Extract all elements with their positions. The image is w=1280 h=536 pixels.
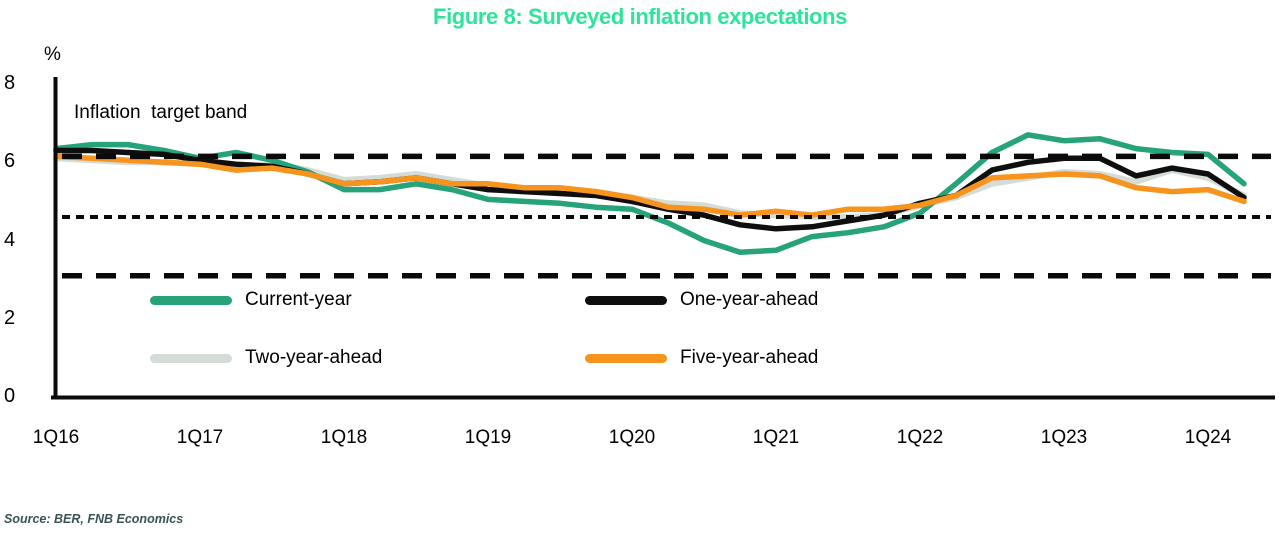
source-note: Source: BER, FNB Economics (4, 512, 184, 526)
x-tick-1Q19: 1Q19 (464, 427, 512, 448)
legend-swatch-current-year (150, 295, 232, 305)
x-tick-1Q24: 1Q24 (1184, 427, 1232, 448)
legend-item-five-year-ahead: Five-year-ahead (585, 347, 819, 368)
y-axis-unit-label: % (44, 44, 61, 65)
legend-item-two-year-ahead: Two-year-ahead (150, 347, 383, 368)
legend-label-five-year-ahead: Five-year-ahead (680, 347, 819, 368)
y-tick-2: 2 (4, 306, 16, 329)
x-tick-1Q17: 1Q17 (176, 427, 224, 448)
legend-swatch-five-year-ahead (585, 353, 667, 363)
x-tick-1Q20: 1Q20 (608, 427, 656, 448)
legend-swatch-two-year-ahead (150, 353, 232, 363)
x-tick-1Q21: 1Q21 (752, 427, 800, 448)
figure-title: Figure 8: Surveyed inflation expectation… (433, 4, 847, 29)
legend-label-current-year: Current-year (245, 289, 352, 310)
x-tick-1Q23: 1Q23 (1040, 427, 1088, 448)
legend-item-one-year-ahead: One-year-ahead (585, 289, 819, 310)
legend-label-one-year-ahead: One-year-ahead (680, 289, 819, 310)
y-tick-4: 4 (4, 228, 16, 251)
legend-label-two-year-ahead: Two-year-ahead (245, 347, 383, 368)
inflation-target-band-label: Inflation target band (74, 102, 248, 123)
legend-swatch-one-year-ahead (585, 295, 667, 305)
y-tick-8: 8 (4, 72, 16, 94)
x-tick-1Q18: 1Q18 (320, 427, 368, 448)
legend-item-current-year: Current-year (150, 289, 352, 310)
y-tick-0: 0 (4, 385, 16, 407)
y-tick-6: 6 (4, 150, 16, 173)
x-tick-1Q22: 1Q22 (896, 427, 944, 448)
x-tick-1Q16: 1Q16 (32, 427, 80, 448)
